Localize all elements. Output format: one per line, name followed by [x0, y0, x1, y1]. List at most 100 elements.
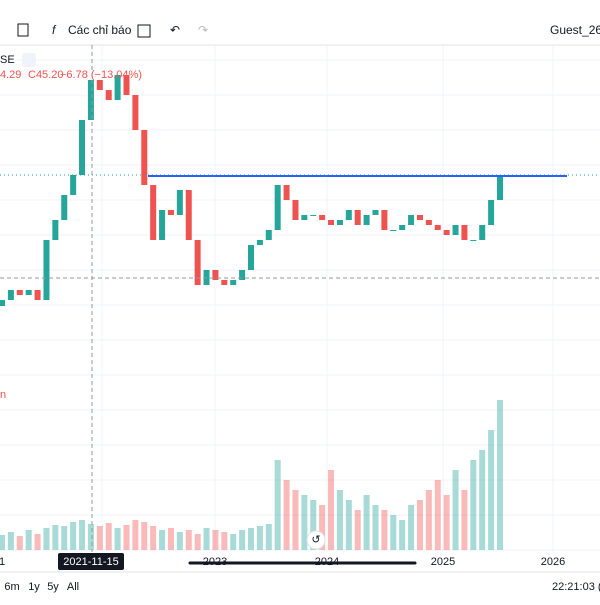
volume-bar — [114, 528, 121, 550]
redo-button[interactable]: ↷ — [198, 23, 208, 37]
candle-body — [434, 225, 441, 230]
candle-body — [221, 280, 228, 285]
volume-bar — [256, 526, 263, 550]
volume-bar — [408, 505, 415, 550]
candle-body — [408, 215, 415, 225]
candle-body — [212, 270, 219, 280]
volume-bar — [301, 495, 308, 550]
volume-bar — [479, 450, 486, 550]
candle-body — [310, 215, 317, 216]
volume-bar — [443, 495, 450, 550]
volume-label: n — [0, 389, 6, 401]
grid — [0, 45, 600, 552]
candle-body — [43, 240, 50, 300]
candle-body — [283, 185, 290, 200]
x-tick-label: 2025 — [431, 556, 455, 568]
range-button[interactable]: 5y — [47, 581, 59, 593]
candle-body — [34, 290, 41, 300]
chart-type-icon[interactable] — [17, 23, 29, 37]
candle-body — [25, 290, 32, 295]
candle-body — [363, 215, 370, 225]
candle-body — [301, 215, 308, 220]
candle-body — [194, 240, 201, 285]
range-button[interactable]: 6m — [4, 581, 19, 593]
candle-body — [265, 230, 272, 240]
candle-body — [185, 190, 192, 240]
clock: 22:21:03 (U — [552, 581, 600, 593]
volume-bar — [248, 528, 254, 550]
candle-body — [167, 210, 174, 215]
volume-bar — [310, 500, 317, 550]
collapse-button[interactable] — [22, 53, 36, 67]
candle-body — [141, 130, 148, 185]
candle-body — [79, 120, 86, 175]
range-button[interactable]: All — [67, 581, 79, 593]
candle-body — [319, 215, 326, 220]
volume-bar — [416, 500, 423, 550]
volume-bar — [123, 525, 130, 550]
candle-body — [372, 210, 379, 215]
volume-bar — [16, 536, 23, 550]
volume-bar — [212, 530, 219, 550]
candle-body — [354, 210, 361, 225]
candle-body — [328, 220, 335, 225]
candle-body — [425, 220, 432, 225]
candle-body — [87, 80, 94, 120]
candle-body — [176, 190, 183, 215]
volume-bar — [176, 532, 183, 550]
volume-bar — [434, 480, 441, 550]
volume-bar — [7, 532, 14, 550]
plot — [0, 75, 600, 550]
volume-bar — [399, 520, 406, 550]
close-value: C45.20 — [28, 69, 63, 81]
volume-bar — [283, 480, 290, 550]
candle-body — [381, 210, 388, 230]
range-button[interactable]: 1y — [28, 581, 40, 593]
volume-bar — [345, 500, 352, 550]
candle-body — [390, 230, 397, 231]
volume-bar — [79, 520, 86, 550]
volume-bar — [43, 528, 50, 550]
symbol[interactable]: SE — [0, 54, 15, 66]
volume-bar — [452, 470, 459, 550]
volume-bar — [461, 490, 468, 550]
candle-body — [274, 185, 281, 230]
user-name[interactable]: Guest_269 — [550, 23, 600, 37]
candle-body — [61, 195, 68, 220]
candle-body — [292, 200, 299, 220]
volume-bar — [292, 490, 299, 550]
fx-icon[interactable]: f — [52, 23, 57, 37]
volume-bar — [230, 534, 237, 550]
layout-icon[interactable] — [137, 24, 151, 38]
volume-bar — [372, 505, 379, 550]
volume-bar — [239, 530, 246, 550]
candle-body — [461, 225, 468, 240]
candle-body — [96, 80, 103, 90]
candle-body — [488, 200, 495, 225]
volume-bar — [52, 525, 59, 550]
change-value: −6.78 (−13.04%) — [60, 69, 142, 81]
volume-bar — [132, 520, 139, 550]
candle-body — [336, 220, 343, 225]
volume-bar — [96, 526, 103, 550]
volume-bar — [328, 470, 335, 550]
undo-button[interactable]: ↶ — [170, 23, 180, 37]
reset-button[interactable] — [306, 530, 326, 550]
volume-bar — [150, 526, 157, 550]
volume-bar — [390, 515, 397, 550]
reset-icon[interactable]: ↺ — [311, 534, 320, 546]
volume-bar — [470, 460, 477, 550]
candle-body — [239, 270, 246, 280]
indicators-button[interactable]: Các chỉ báo — [68, 23, 132, 37]
candle-body — [470, 240, 477, 241]
volume-bar — [70, 522, 77, 550]
candle-body — [114, 75, 121, 100]
crosshair-date-box — [58, 553, 124, 570]
volume-bar — [354, 510, 361, 550]
candle-body — [70, 175, 77, 195]
volume-bar — [221, 532, 228, 550]
volume-bar — [381, 510, 388, 550]
volume-bar — [425, 490, 432, 550]
volume-bar — [34, 534, 41, 550]
candle-body — [416, 215, 423, 220]
